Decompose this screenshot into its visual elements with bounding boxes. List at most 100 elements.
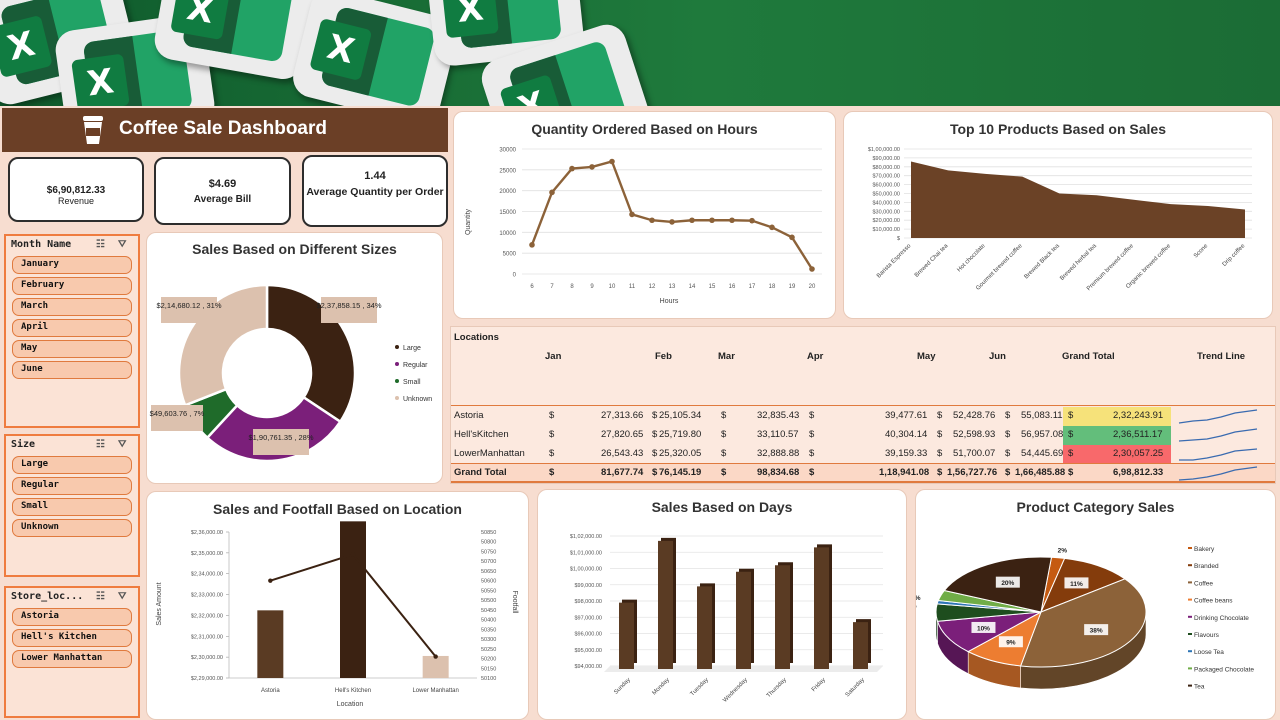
pivot-table-locations: Locations Jan Feb Mar Apr May Jun Grand … <box>450 326 1276 484</box>
y-tick-label: $96,000.00 <box>574 632 602 638</box>
kpi-revenue-value: $6,90,812.33 <box>46 185 106 196</box>
bar-day <box>619 602 634 669</box>
chart-sales-by-size-title: Sales Based on Different Sizes <box>192 241 397 257</box>
legend-unknown: Unknown <box>403 396 432 403</box>
pie-label-box <box>916 599 924 611</box>
pivot-row-label: Astoria <box>454 410 484 421</box>
slicer-item-january[interactable]: January <box>12 256 132 274</box>
currency-symbol: $ <box>937 410 943 421</box>
multi-select-icon[interactable]: ☷ <box>96 239 105 250</box>
clear-filter-icon[interactable]: ⛛ <box>118 591 127 602</box>
hours-x-axis-title: Hours <box>660 298 679 305</box>
clear-filter-icon[interactable]: ⛛ <box>118 439 127 450</box>
currency-symbol: $ <box>937 448 943 459</box>
slicer-item-unknown[interactable]: Unknown <box>12 519 132 537</box>
products-chart-svg: $ $10,000.00 $20,000.00 $30,000.00 $40,000.0… <box>868 147 1252 292</box>
currency-symbol: $ <box>721 429 727 440</box>
chart-quantity-by-hour: Quantity Ordered Based on Hours 0 5000 100… <box>453 111 836 319</box>
legend-item: Branded <box>1194 563 1219 570</box>
legend-marker <box>1188 598 1192 601</box>
pivot-cell-feb: 25,320.05 <box>659 448 702 459</box>
pivot-cell-may: 51,700.07 <box>953 448 996 459</box>
pivot-row-label: Grand Total <box>454 467 507 478</box>
legend-marker <box>395 396 399 400</box>
kpi-revenue-card: $6,90,812.33 Revenue <box>8 157 144 222</box>
data-point <box>569 165 575 172</box>
pie-label-box <box>1064 577 1089 589</box>
legend-small: Small <box>403 379 421 386</box>
clear-filter-icon[interactable]: ⛛ <box>118 239 127 250</box>
pie-label: 2% <box>1058 548 1068 555</box>
currency-symbol: $ <box>549 410 555 421</box>
slicer-item-large[interactable]: Large <box>12 456 132 474</box>
kpi-average-quantity-value: 1.44 <box>364 170 386 182</box>
y2-tick-label: 50250 <box>481 647 496 653</box>
x-tick-label: Lower Manhattan <box>412 688 458 694</box>
pivot-cell-may: 1,56,727.76 <box>947 467 998 478</box>
data-point <box>649 217 655 224</box>
x-tick-label: Brewed herbal tea <box>1059 243 1098 282</box>
pivot-corner-label: Locations <box>454 332 499 343</box>
data-point <box>549 189 555 196</box>
x-tick-label: 9 <box>590 284 594 290</box>
donut-label-large: $2,37,858.15 , 34% <box>316 301 381 310</box>
pie-label-box <box>1084 624 1109 636</box>
slicer-item-small[interactable]: Small <box>12 498 132 516</box>
bar-day <box>775 565 790 669</box>
label-box <box>151 405 203 431</box>
legend-marker <box>1188 564 1192 567</box>
slicer-item-april[interactable]: April <box>12 319 132 337</box>
pivot-cell-mar: 32,888.88 <box>757 448 800 459</box>
y-tick-label: $95,000.00 <box>574 648 602 654</box>
slicer-item-february[interactable]: February <box>12 277 132 295</box>
y-tick-label: $40,000.00 <box>872 200 900 206</box>
data-point <box>769 224 775 231</box>
legend-marker <box>1188 547 1192 549</box>
slicer-item-june[interactable]: June <box>12 361 132 379</box>
y-tick-label: $90,000.00 <box>872 156 900 162</box>
slicer-item-hells-kitchen[interactable]: Hell's Kitchen <box>12 629 132 647</box>
slicer-item-lower-manhattan[interactable]: Lower Manhattan <box>12 650 132 668</box>
location-y2-axis-title: Footfall <box>511 591 518 614</box>
data-point <box>729 217 735 224</box>
chart-location-title: Sales and Footfall Based on Location <box>213 501 462 517</box>
pivot-row-astoria: Astoria $ 27,313.66 $ 25,105.34 $ 32,835… <box>451 407 1275 426</box>
data-point <box>789 234 795 241</box>
slicer-item-may[interactable]: May <box>12 340 132 358</box>
legend-item: Bakery <box>1194 546 1215 553</box>
slicer-item-regular[interactable]: Regular <box>12 477 132 495</box>
y2-tick-label: 50550 <box>481 588 496 594</box>
donut-label-regular: $1,90,761.35 , 28% <box>248 433 313 442</box>
y-tick-label: $ <box>897 236 900 242</box>
donut-label-small: $49,603.76 , 7% <box>150 409 205 418</box>
currency-symbol: $ <box>1005 410 1011 421</box>
data-point <box>433 654 438 659</box>
y-tick-label: $80,000.00 <box>872 165 900 171</box>
y-tick-label: 15000 <box>499 210 516 216</box>
multi-select-icon[interactable]: ☷ <box>96 439 105 450</box>
chart-top-products-title: Top 10 Products Based on Sales <box>949 121 1167 137</box>
multi-select-icon[interactable]: ☷ <box>96 591 105 602</box>
legend-marker <box>395 362 399 366</box>
y-tick-label: 0 <box>513 273 517 279</box>
pivot-cell-total: 6,98,812.33 <box>1113 467 1164 478</box>
y2-tick-label: 50500 <box>481 598 496 604</box>
label-box <box>321 297 377 323</box>
x-tick-label: Thursday <box>766 677 788 699</box>
currency-symbol: $ <box>937 429 943 440</box>
y-tick-label: $2,36,000.00 <box>191 530 223 536</box>
data-point <box>749 217 755 224</box>
y2-tick-label: 50700 <box>481 559 496 565</box>
x-tick-label: Drip coffee <box>1222 243 1247 268</box>
slicer-item-astoria[interactable]: Astoria <box>12 608 132 626</box>
slicer-item-march[interactable]: March <box>12 298 132 316</box>
pivot-cell-jun: 56,957.08 <box>1021 429 1064 440</box>
currency-symbol: $ <box>809 467 815 478</box>
x-tick-label: Scone <box>1193 243 1210 260</box>
pivot-cell-mar: 32,835.43 <box>757 410 800 421</box>
x-tick-label: Tuesday <box>690 677 710 697</box>
y2-tick-label: 50150 <box>481 666 496 672</box>
pie-label: 3% <box>916 595 921 602</box>
x-tick-label: 16 <box>729 284 736 290</box>
slicer-store-title: Store_loc... <box>11 591 84 602</box>
